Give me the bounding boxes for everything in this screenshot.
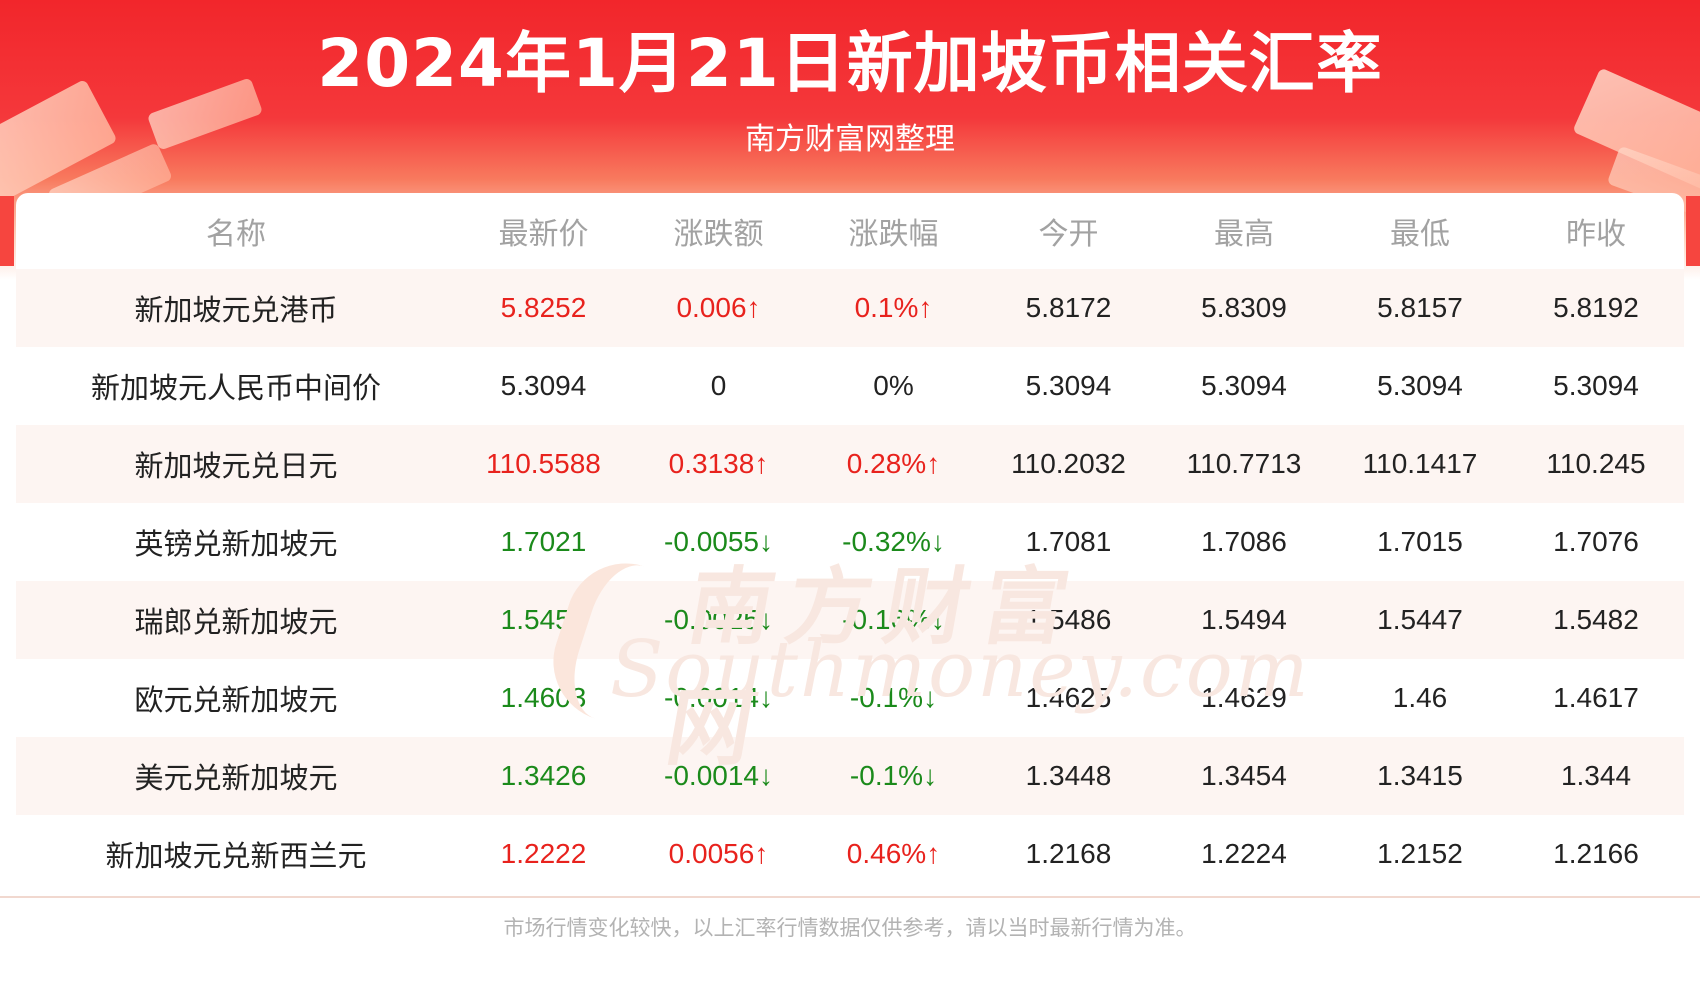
table-row: 美元兑新加坡元 1.3426 -0.0014↓ -0.1%↓ 1.3448 1.3454 1… xyxy=(16,737,1684,815)
column-header-prev-close: 昨收 xyxy=(1566,217,1626,252)
change-cell: -0.0014↓ xyxy=(664,682,773,713)
name-cell: 英镑兑新加坡元 xyxy=(134,527,338,561)
name-cell: 新加坡元兑日元 xyxy=(16,425,456,503)
table-row: 英镑兑新加坡元 1.7021 -0.0055↓ -0.32%↓ 1.7081 1.7086… xyxy=(16,503,1684,581)
latest-cell: 1.5457 xyxy=(456,581,631,659)
column-header-latest: 最新价 xyxy=(498,217,589,252)
table-header-row: 名称 最新价 涨跌额 涨跌幅 今开 最高 最低 昨收 xyxy=(16,193,1684,269)
change-pct-cell: -0.1%↓ xyxy=(806,737,981,815)
prev-close-cell: 1.7076 xyxy=(1553,526,1639,557)
change-pct-cell: -0.32%↓ xyxy=(842,526,945,557)
name-cell: 瑞郎兑新加坡元 xyxy=(16,581,456,659)
latest-cell: 1.2222 xyxy=(500,838,587,869)
prev-close-cell: 5.3094 xyxy=(1553,370,1639,401)
name-cell: 新加坡元兑新西兰元 xyxy=(105,839,367,873)
open-cell: 1.5486 xyxy=(981,581,1156,659)
change-cell: 0 xyxy=(710,370,727,401)
low-cell: 110.1417 xyxy=(1332,425,1508,503)
latest-cell: 1.4603 xyxy=(500,682,587,713)
name-cell: 新加坡元兑港币 xyxy=(16,269,456,347)
page-title: 2024年1月21日新加坡币相关汇率 xyxy=(317,25,1383,102)
prev-close-cell: 1.344 xyxy=(1508,737,1684,815)
change-pct-cell: 0.1%↑ xyxy=(806,269,981,347)
change-pct-cell: 0% xyxy=(873,370,914,401)
prev-close-cell: 1.2166 xyxy=(1553,838,1639,869)
high-cell: 1.4629 xyxy=(1201,682,1287,713)
change-pct-cell: 0.46%↑ xyxy=(846,838,941,869)
name-cell: 新加坡元人民币中间价 xyxy=(90,371,381,405)
low-cell: 1.2152 xyxy=(1377,838,1463,869)
low-cell: 5.8157 xyxy=(1332,269,1508,347)
open-cell: 5.8172 xyxy=(981,269,1156,347)
open-cell: 1.7081 xyxy=(1025,526,1112,557)
low-cell: 1.5447 xyxy=(1332,581,1508,659)
footer-disclaimer: 市场行情变化较快，以上汇率行情数据仅供参考，请以当时最新行情为准。 xyxy=(503,916,1197,940)
table-row: 新加坡元人民币中间价 5.3094 0 0% 5.3094 5.3094 5.3094 5.3… xyxy=(16,347,1684,425)
high-cell: 1.5494 xyxy=(1156,581,1332,659)
open-cell: 1.2168 xyxy=(1025,838,1112,869)
column-header-name: 名称 xyxy=(206,217,266,252)
name-cell: 欧元兑新加坡元 xyxy=(134,683,338,717)
high-cell: 110.7713 xyxy=(1156,425,1332,503)
change-cell: 0.3138↑ xyxy=(631,425,806,503)
change-pct-cell: -0.16%↓ xyxy=(806,581,981,659)
footer-divider xyxy=(0,896,1700,898)
high-cell: 5.8309 xyxy=(1156,269,1332,347)
change-cell: -0.0055↓ xyxy=(664,526,773,557)
column-header-high: 最高 xyxy=(1214,217,1274,252)
table-row: 欧元兑新加坡元 1.4603 -0.0014↓ -0.1%↓ 1.4625 1.4629 1… xyxy=(16,659,1684,737)
low-cell: 1.3415 xyxy=(1332,737,1508,815)
page-subtitle: 南方财富网整理 xyxy=(745,122,955,157)
latest-cell: 110.5588 xyxy=(456,425,631,503)
change-pct-cell: 0.28%↑ xyxy=(806,425,981,503)
high-cell: 5.3094 xyxy=(1201,370,1287,401)
open-cell: 110.2032 xyxy=(981,425,1156,503)
latest-cell: 1.7021 xyxy=(500,526,587,557)
latest-cell: 5.3094 xyxy=(500,370,587,401)
change-pct-cell: -0.1%↓ xyxy=(849,682,938,713)
column-header-low: 最低 xyxy=(1390,217,1450,252)
high-cell: 1.2224 xyxy=(1201,838,1287,869)
prev-close-cell: 1.4617 xyxy=(1553,682,1639,713)
high-cell: 1.3454 xyxy=(1156,737,1332,815)
change-cell: -0.0025↓ xyxy=(631,581,806,659)
column-header-change: 涨跌额 xyxy=(673,217,764,252)
right-edge-accent xyxy=(1686,196,1700,266)
change-cell: 0.0056↑ xyxy=(668,838,769,869)
open-cell: 1.3448 xyxy=(981,737,1156,815)
column-header-change-pct: 涨跌幅 xyxy=(848,217,939,252)
open-cell: 5.3094 xyxy=(1025,370,1112,401)
low-cell: 1.7015 xyxy=(1377,526,1463,557)
table-row: 瑞郎兑新加坡元 1.5457 -0.0025↓ -0.16%↓ 1.5486 1.5494… xyxy=(16,581,1684,659)
high-cell: 1.7086 xyxy=(1201,526,1287,557)
change-cell: -0.0014↓ xyxy=(631,737,806,815)
prev-close-cell: 110.245 xyxy=(1508,425,1684,503)
prev-close-cell: 1.5482 xyxy=(1508,581,1684,659)
left-edge-accent xyxy=(0,196,14,266)
prev-close-cell: 5.8192 xyxy=(1508,269,1684,347)
table-row: 新加坡元兑新西兰元 1.2222 0.0056↑ 0.46%↑ 1.2168 1.2224… xyxy=(16,815,1684,893)
name-cell: 美元兑新加坡元 xyxy=(16,737,456,815)
exchange-rate-table: 名称 最新价 涨跌额 涨跌幅 今开 最高 最低 昨收 新加坡元兑港币 5.8252… xyxy=(16,193,1684,893)
latest-cell: 1.3426 xyxy=(456,737,631,815)
open-cell: 1.4625 xyxy=(1025,682,1112,713)
table-row: 新加坡元兑日元 110.5588 0.3138↑ 0.28%↑ 110.2032 110.… xyxy=(16,425,1684,503)
table-row: 新加坡元兑港币 5.8252 0.006↑ 0.1%↑ 5.8172 5.8309 5.81… xyxy=(16,269,1684,347)
latest-cell: 5.8252 xyxy=(456,269,631,347)
change-cell: 0.006↑ xyxy=(631,269,806,347)
low-cell: 1.46 xyxy=(1392,682,1448,713)
column-header-open: 今开 xyxy=(1038,217,1099,252)
low-cell: 5.3094 xyxy=(1377,370,1463,401)
